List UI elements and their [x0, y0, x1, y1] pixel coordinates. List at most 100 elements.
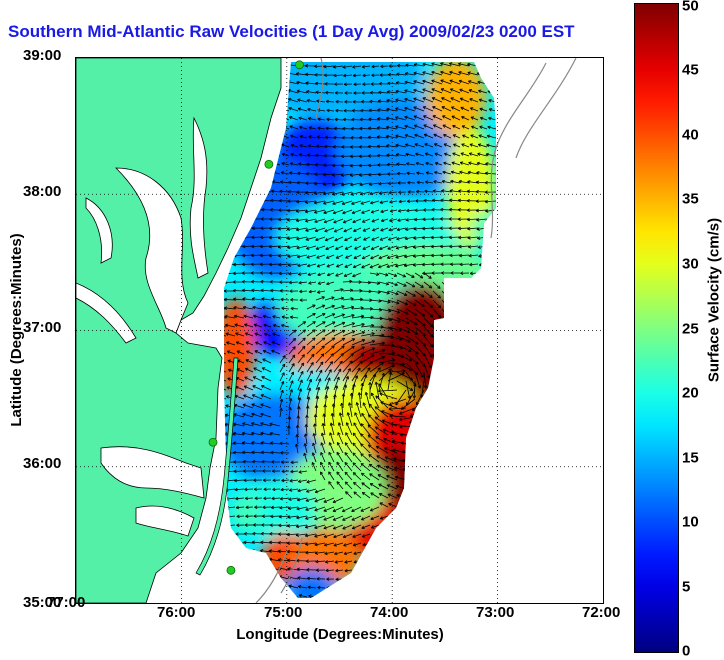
velocity-arrow-head [419, 437, 421, 439]
velocity-arrow [465, 381, 469, 393]
velocity-arrow [381, 525, 388, 527]
velocity-arrow [489, 435, 496, 442]
velocity-arrow-head [470, 423, 471, 426]
velocity-arrow [440, 417, 451, 426]
velocity-arrow-head [495, 343, 497, 346]
velocity-arrow-head [470, 433, 473, 434]
velocity-arrow [215, 434, 226, 435]
velocity-arrow-head [486, 353, 488, 356]
velocity-arrow-head [489, 432, 492, 433]
velocity-arrow-head [488, 257, 491, 258]
velocity-arrow-head [443, 409, 446, 410]
velocity-arrow [271, 116, 280, 120]
velocity-arrow-head [450, 472, 452, 474]
velocity-arrow [404, 478, 415, 480]
velocity-arrow [406, 496, 415, 498]
velocity-arrow-head [217, 507, 219, 509]
velocity-arrow [450, 462, 460, 465]
velocity-arrow [451, 489, 460, 490]
velocity-arrow [405, 487, 415, 489]
velocity-arrow-head [447, 393, 449, 395]
velocity-arrow [496, 336, 497, 346]
velocity-arrow-head [478, 300, 481, 302]
velocity-arrow-head [216, 498, 218, 500]
velocity-arrow-head [430, 464, 433, 465]
velocity-arrow [494, 363, 496, 373]
velocity-arrow-head [430, 454, 432, 456]
velocity-arrow-head [467, 373, 468, 376]
map-panel[interactable] [75, 57, 604, 604]
velocity-arrow-head [458, 374, 459, 377]
speed-blob [431, 333, 481, 383]
velocity-arrow-head [459, 464, 461, 466]
velocity-arrow-head [410, 445, 413, 446]
velocity-arrow [467, 498, 478, 499]
velocity-arrow-head [431, 534, 434, 536]
velocity-arrow-head [448, 286, 449, 289]
velocity-arrow-head [262, 199, 265, 200]
velocity-arrow-head [493, 380, 495, 382]
velocity-arrow-head [489, 439, 490, 442]
velocity-arrow [415, 497, 424, 498]
velocity-arrow-head [469, 472, 471, 474]
velocity-arrow-head [412, 469, 415, 470]
velocity-arrow-head [446, 317, 449, 318]
velocity-arrow-head [485, 516, 487, 518]
velocity-arrow-head [449, 534, 452, 536]
velocity-arrow-head [449, 384, 451, 386]
velocity-arrow [440, 453, 451, 457]
velocity-arrow-head [227, 533, 230, 535]
velocity-arrow [486, 471, 496, 473]
velocity-arrow [433, 318, 441, 328]
velocity-arrow-head [254, 199, 257, 200]
velocity-arrow-head [472, 408, 475, 410]
map-title: Southern Mid-Atlantic Raw Velocities (1 … [8, 22, 575, 42]
velocity-arrow-head [440, 425, 443, 426]
velocity-arrow-head [476, 535, 479, 536]
velocity-arrow [272, 144, 280, 147]
velocity-arrow-head [440, 525, 443, 526]
velocity-arrow-head [489, 422, 490, 425]
velocity-arrow-head [219, 535, 222, 536]
velocity-arrow [458, 372, 460, 385]
velocity-arrow-head [453, 409, 456, 410]
velocity-arrow-head [479, 431, 480, 434]
velocity-arrow [491, 399, 496, 408]
velocity-arrow-head [429, 394, 430, 397]
velocity-arrow-head [352, 323, 355, 324]
velocity-arrow [489, 273, 496, 274]
velocity-arrow [430, 462, 442, 464]
velocity-arrow-head [438, 393, 440, 395]
velocity-arrow-head [244, 219, 247, 220]
velocity-arrow-head [486, 525, 488, 527]
velocity-arrow-head [345, 462, 346, 465]
velocity-arrow-head [273, 162, 276, 163]
velocity-arrow [486, 462, 496, 463]
velocity-arrow [381, 534, 388, 536]
velocity-arrow-head [215, 317, 217, 319]
velocity-arrow-head [487, 300, 490, 301]
velocity-arrow-head [467, 534, 470, 535]
velocity-arrow-head [445, 401, 447, 403]
velocity-arrow-head [483, 389, 484, 392]
velocity-arrow [469, 453, 478, 458]
velocity-arrow [460, 309, 465, 318]
velocity-arrow-head [215, 471, 217, 473]
velocity-map[interactable] [76, 58, 603, 603]
velocity-arrow [430, 453, 442, 456]
velocity-arrow-head [451, 417, 454, 418]
velocity-arrow-head [338, 423, 339, 426]
velocity-arrow-head [458, 532, 461, 533]
velocity-arrow-head [476, 363, 477, 366]
velocity-arrow-head [279, 98, 281, 100]
velocity-arrow-head [263, 191, 265, 193]
velocity-arrow-head [479, 325, 481, 327]
velocity-arrow-head [476, 524, 478, 526]
velocity-arrow [451, 345, 454, 358]
velocity-arrow [486, 363, 487, 374]
velocity-arrow-head [454, 401, 456, 403]
velocity-arrow [438, 381, 442, 396]
velocity-arrow [269, 264, 280, 265]
velocity-arrow [461, 408, 469, 418]
velocity-arrow [390, 516, 397, 518]
